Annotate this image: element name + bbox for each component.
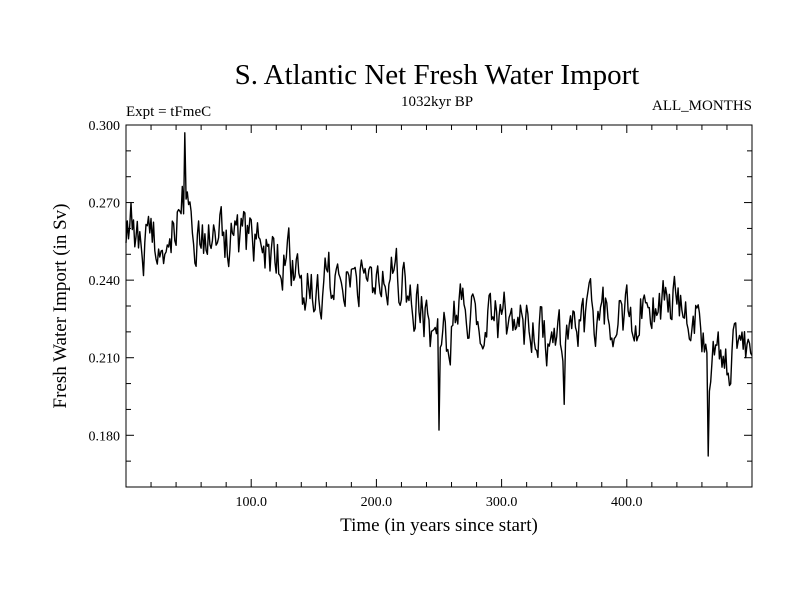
plot-frame — [125, 124, 753, 488]
y-tick-label: 0.210 — [89, 352, 121, 367]
y-tick-label: 0.240 — [89, 274, 121, 289]
x-tick-label: 200.0 — [361, 495, 393, 510]
y-axis-label: Fresh Water Import (in Sv) — [50, 204, 71, 409]
y-tick-label: 0.180 — [89, 429, 121, 444]
y-tick-label: 0.270 — [89, 197, 121, 212]
experiment-label: Expt = tFmeC — [126, 104, 211, 120]
months-label: ALL_MONTHS — [652, 98, 752, 114]
x-tick-label: 300.0 — [486, 495, 518, 510]
chart-title: S. Atlantic Net Fresh Water Import — [235, 59, 640, 91]
series-line-fresh-water-import — [125, 132, 753, 457]
y-tick-label: 0.300 — [89, 119, 121, 134]
axis-ticks — [126, 125, 752, 487]
x-axis-label: Time (in years since start) — [340, 515, 538, 536]
axis-tick-labels: 100.0 200.0 300.0 400.0 0.180 0.210 0.240 0.270… — [89, 119, 643, 510]
time-period-label: 1032kyr BP — [401, 94, 473, 110]
x-tick-label: 400.0 — [611, 495, 643, 510]
x-tick-label: 100.0 — [235, 495, 267, 510]
